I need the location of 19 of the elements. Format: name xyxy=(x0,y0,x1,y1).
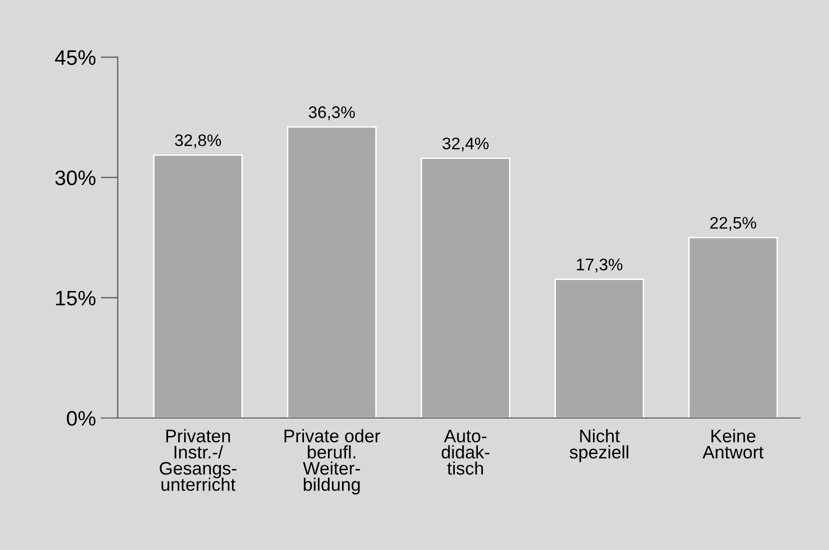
bar xyxy=(420,158,510,418)
x-tick-label: Auto- didak- tisch xyxy=(442,430,490,475)
data-label: 22,5% xyxy=(710,216,756,231)
bar xyxy=(688,236,778,418)
bar xyxy=(153,154,243,418)
bar xyxy=(286,126,377,418)
y-tick-label: 45% xyxy=(54,50,96,65)
x-tick-label: Privaten Instr.-/ Gesangs- unterricht xyxy=(160,429,236,491)
y-tick-label: 30% xyxy=(55,170,96,186)
x-tick-label: Private oder berufl. Weiter- bildung xyxy=(284,429,380,494)
x-tick-label: Nicht speziell xyxy=(570,429,628,462)
x-tick-label: Keine Antwort xyxy=(702,429,764,459)
data-label: 32,8% xyxy=(174,134,222,148)
y-tick-label: 0% xyxy=(66,411,96,426)
data-label: 17,3% xyxy=(576,258,622,272)
y-tick-label: 15% xyxy=(56,290,96,306)
bar xyxy=(554,278,644,418)
data-label: 32,4% xyxy=(442,138,489,152)
data-label: 36,3% xyxy=(308,106,355,120)
